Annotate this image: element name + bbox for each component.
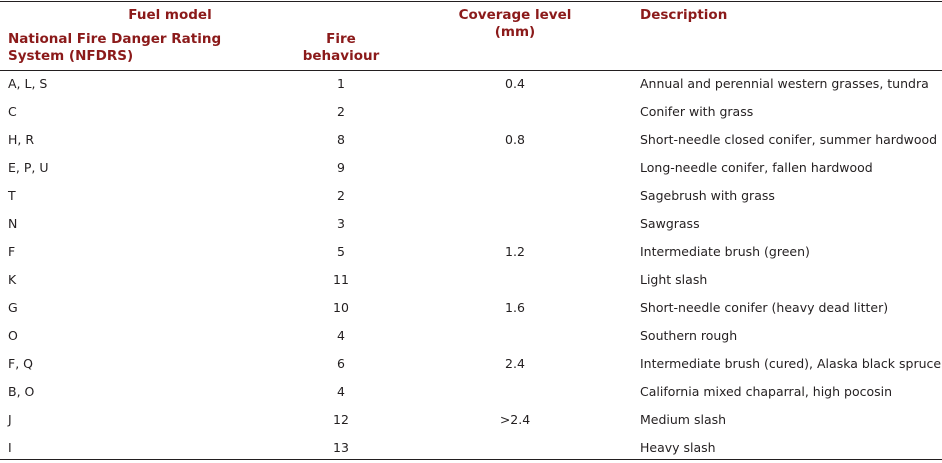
cell-fire-behaviour: 9	[337, 160, 345, 175]
cell-nfdrs: O	[8, 328, 18, 343]
cell-description: Long-needle conifer, fallen hardwood	[640, 160, 873, 175]
cell-fire-behaviour: 8	[337, 132, 345, 147]
cell-fire-behaviour: 12	[333, 412, 349, 427]
cell-nfdrs: G	[8, 300, 18, 315]
cell-fire-behaviour: 3	[337, 216, 345, 231]
cell-description: Southern rough	[640, 328, 738, 343]
table-row: E, P, U 9 Long-needle conifer, fallen hard…	[0, 154, 942, 182]
cell-fire-behaviour: 4	[337, 384, 345, 399]
cell-description: Sagebrush with grass	[640, 188, 775, 203]
table-row: F 5 1.2 Intermediate brush (green)	[0, 238, 942, 266]
table-row: H, R 8 0.8 Short-needle closed conifer, sum…	[0, 126, 942, 154]
table-row: O 4 Southern rough	[0, 322, 942, 350]
cell-nfdrs: J	[8, 412, 12, 427]
cell-nfdrs: E, P, U	[8, 160, 49, 175]
cell-description: Sawgrass	[640, 216, 700, 231]
header-fire-behaviour: Fire behaviour	[302, 31, 380, 64]
table-row: A, L, S 1 0.4 Annual and perennial western …	[0, 70, 942, 98]
cell-coverage-level: 0.4	[505, 76, 525, 91]
table-row: C 2 Conifer with grass	[0, 98, 942, 126]
table-row: J 12 >2.4 Medium slash	[0, 406, 942, 434]
cell-description: Short-needle closed conifer, summer hard…	[640, 132, 938, 147]
header-coverage-level: Coverage level (mm)	[458, 7, 572, 40]
cell-coverage-level: 1.6	[505, 300, 525, 315]
cell-description: Heavy slash	[640, 440, 716, 455]
cell-fire-behaviour: 11	[333, 272, 349, 287]
cell-description: Intermediate brush (green)	[640, 244, 810, 259]
cell-fire-behaviour: 5	[337, 244, 345, 259]
cell-fire-behaviour: 2	[337, 104, 345, 119]
cell-nfdrs: I	[8, 440, 12, 455]
cell-nfdrs: N	[8, 216, 18, 231]
cell-nfdrs: A, L, S	[8, 76, 48, 91]
table-row: G 10 1.6 Short-needle conifer (heavy dead l…	[0, 294, 942, 322]
cell-coverage-level: >2.4	[499, 412, 531, 427]
cell-fire-behaviour: 4	[337, 328, 345, 343]
cell-description: Conifer with grass	[640, 104, 754, 119]
cell-description: Annual and perennial western grasses, tu…	[640, 76, 929, 91]
cell-nfdrs: F	[8, 244, 16, 259]
cell-description: Light slash	[640, 272, 708, 287]
cell-description: Intermediate brush (cured), Alaska black…	[640, 356, 942, 371]
cell-fire-behaviour: 1	[337, 76, 345, 91]
cell-coverage-level: 2.4	[505, 356, 525, 371]
table-row: N 3 Sawgrass	[0, 210, 942, 238]
cell-nfdrs: H, R	[8, 132, 35, 147]
cell-fire-behaviour: 6	[337, 356, 345, 371]
header-nfdrs: National Fire Danger Rating System (NFDR…	[8, 31, 222, 64]
table-row: T 2 Sagebrush with grass	[0, 182, 942, 210]
cell-fire-behaviour: 13	[333, 440, 349, 455]
table-row: B, O 4 California mixed chaparral, high po…	[0, 378, 942, 406]
header-description: Description	[640, 7, 728, 23]
cell-fire-behaviour: 2	[337, 188, 345, 203]
cell-nfdrs: B, O	[8, 384, 35, 399]
header-rule	[0, 70, 942, 71]
cell-description: Short-needle conifer (heavy dead litter)	[640, 300, 889, 315]
header-fuel-model: Fuel model	[128, 7, 212, 23]
table-row: K 11 Light slash	[0, 266, 942, 294]
cell-description: Medium slash	[640, 412, 727, 427]
cell-coverage-level: 1.2	[505, 244, 525, 259]
table-top-rule	[0, 1, 942, 2]
cell-nfdrs: F, Q	[8, 356, 33, 371]
cell-nfdrs: C	[8, 104, 17, 119]
table-row: F, Q 6 2.4 Intermediate brush (cured), Alas…	[0, 350, 942, 378]
cell-description: California mixed chaparral, high pocosin	[640, 384, 893, 399]
cell-nfdrs: K	[8, 272, 17, 287]
table-bottom-rule	[0, 459, 942, 460]
cell-fire-behaviour: 10	[333, 300, 349, 315]
table-row: I 13 Heavy slash	[0, 434, 942, 462]
cell-coverage-level: 0.8	[505, 132, 525, 147]
cell-nfdrs: T	[8, 188, 16, 203]
